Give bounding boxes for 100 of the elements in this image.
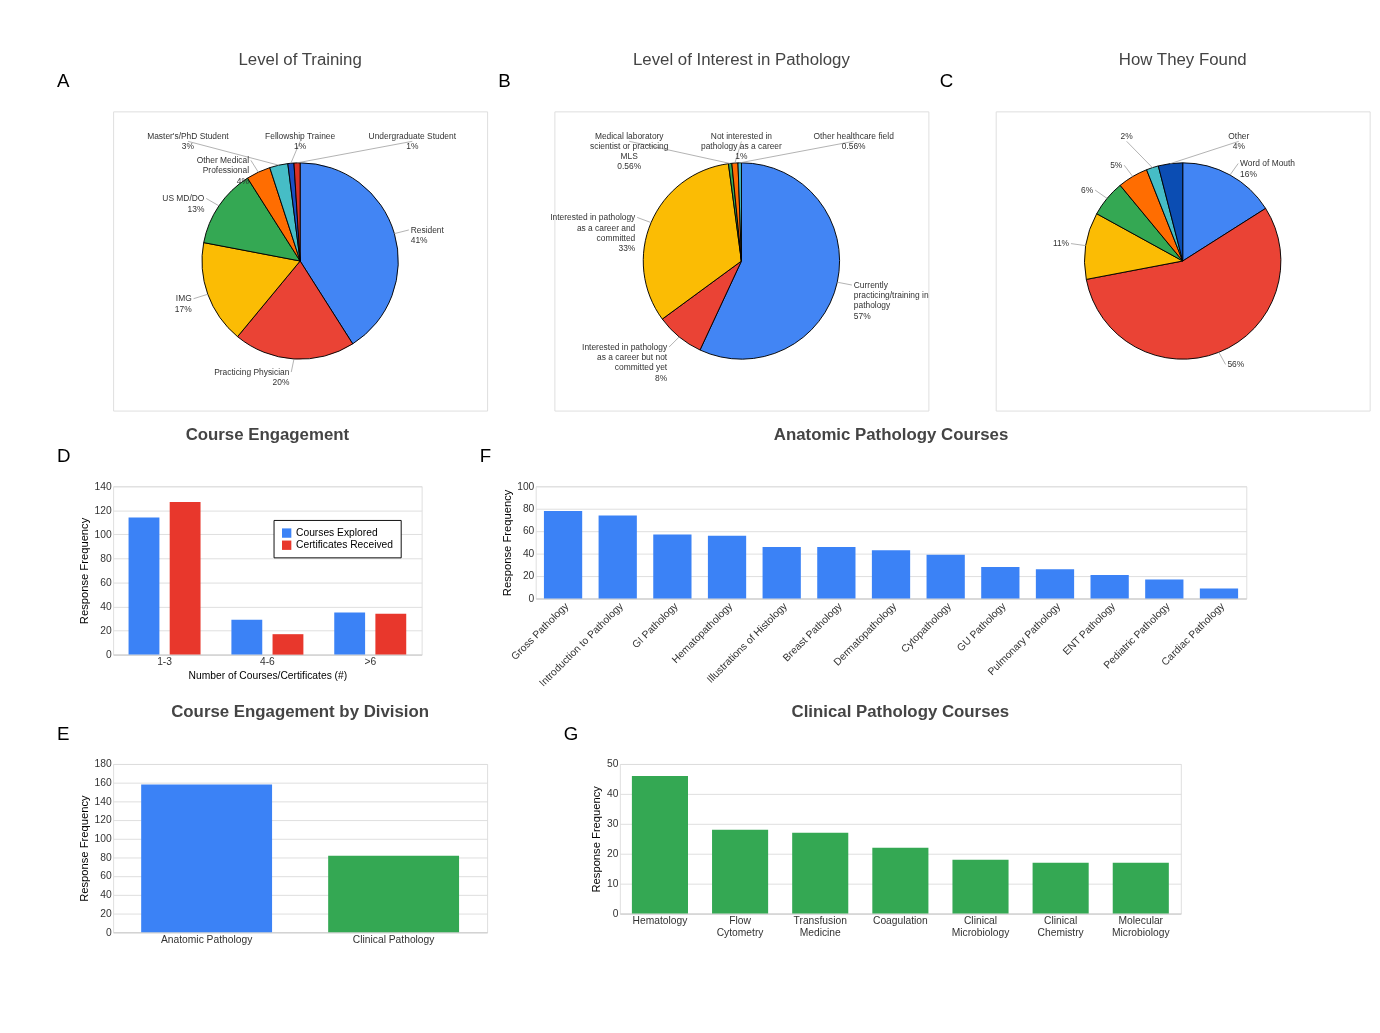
slice-label: Word of Mouth [1240,158,1296,169]
slice-label: Currently practicing/training in pathology [853,279,929,311]
bar [543,511,583,599]
data-label: 1% [406,140,419,151]
text: G [563,722,579,744]
slice-label: Medical laboratory scientist or practicing MLS [589,130,669,162]
bar [1199,588,1239,599]
text: A [57,70,71,92]
y-tick-label: 60 [100,576,113,588]
data-label: 4% [1232,140,1246,151]
data-label: 6% [1081,184,1094,195]
y-tick-label: 40 [100,600,113,612]
chart-title: Level of Training [238,49,362,69]
y-tick-label: 40 [607,788,619,800]
y-axis-title: Response Frequency [78,517,91,625]
slice-label: US MD/DO [162,193,205,204]
y-tick-label: 0 [106,648,113,660]
bar [762,546,801,599]
text: B [498,70,511,92]
x-tick-label: Hematology [632,915,689,927]
bar [375,613,407,655]
chart-title: Level of Interest in Pathology [633,49,851,69]
y-tick-label: 60 [100,870,113,882]
bar [272,634,304,655]
chart-title: Anatomic Pathology Courses [773,424,1009,444]
text: F [479,445,492,467]
data-label: 56% [1227,359,1245,370]
x-axis-title: Number of Courses/Certificates (#) [188,670,348,682]
y-tick-label: 40 [100,889,113,901]
bar [631,775,688,914]
slice-label: Undergraduate Student [368,130,457,141]
y-tick-label: 140 [94,795,113,807]
slice-label: Practicing Physician [214,366,290,377]
data-label: 33% [618,243,636,254]
x-tick-label: Clinical Microbiology [951,915,1011,939]
legend-label: Courses Explored [296,526,378,538]
slice-label: Other Medical Professional [196,155,250,176]
bar [1145,579,1184,599]
data-label: 16% [1240,168,1258,179]
bar [169,501,201,655]
data-label: 20% [272,377,290,388]
bar [712,829,769,914]
x-tick-label: >6 [364,656,377,668]
y-tick-label: 0 [612,907,619,919]
bar [1090,574,1129,599]
bar [817,546,856,599]
text: D [57,445,71,467]
y-tick-label: 50 [607,758,619,770]
y-tick-label: 20 [100,624,113,636]
y-tick-label: 120 [94,504,113,516]
data-label: 11% [1052,238,1070,249]
x-tick-label: Anatomic Pathology [160,934,254,946]
slice-label: Fellowship Trainee [265,130,336,141]
y-tick-label: 80 [100,851,113,863]
y-tick-label: 20 [607,848,619,860]
y-tick-label: 120 [94,814,113,826]
data-label: 4% [236,175,250,186]
x-tick-label: 4-6 [259,656,276,668]
y-tick-label: 140 [94,480,113,492]
y-tick-label: 40 [522,547,535,559]
chart-title: How They Found [1118,49,1247,69]
y-tick-label: 100 [94,833,113,845]
chart-title: Course Engagement [185,424,350,444]
data-label: 0.56% [841,140,867,151]
bar [792,832,849,914]
y-axis-title: Response Frequency [500,489,513,597]
bar [653,534,692,599]
data-label: 1% [735,151,749,162]
bar [1112,862,1169,914]
x-tick-label: Clinical Pathology [352,934,436,946]
data-label: 57% [853,310,872,321]
bar [334,612,366,655]
data-label: 8% [655,372,668,383]
x-tick-label: Transfusion Medicine [793,915,848,939]
data-label: 3% [181,140,195,151]
x-tick-label: Coagulation [872,915,929,927]
bar [952,859,1009,914]
data-label: 0.56% [617,161,642,172]
bar [1032,862,1089,914]
bar [1035,569,1075,599]
slice-label: Other healthcare field [813,130,895,141]
slice-label: Other [1228,130,1250,141]
y-axis-title: Response Frequency [590,785,603,893]
x-tick-label: Molecular Microbiology [1111,915,1171,939]
slice-label: Not interested in pathology as a career [700,130,783,151]
slice-label: Resident [410,224,445,235]
y-tick-label: 100 [517,480,535,492]
bar [872,847,929,914]
slice-label: IMG [175,293,192,304]
x-tick-label: Clinical Chemistry [1037,915,1085,939]
text: C [939,70,954,92]
x-tick-label: 1-3 [157,656,173,668]
data-label: 17% [174,303,193,314]
text: E [57,722,70,744]
bar [231,619,263,655]
data-label: 5% [1110,160,1123,171]
bar [707,535,747,599]
y-tick-label: 0 [106,926,113,938]
y-tick-label: 10 [607,877,619,889]
slice-label: Master's/PhD Student [147,130,230,141]
